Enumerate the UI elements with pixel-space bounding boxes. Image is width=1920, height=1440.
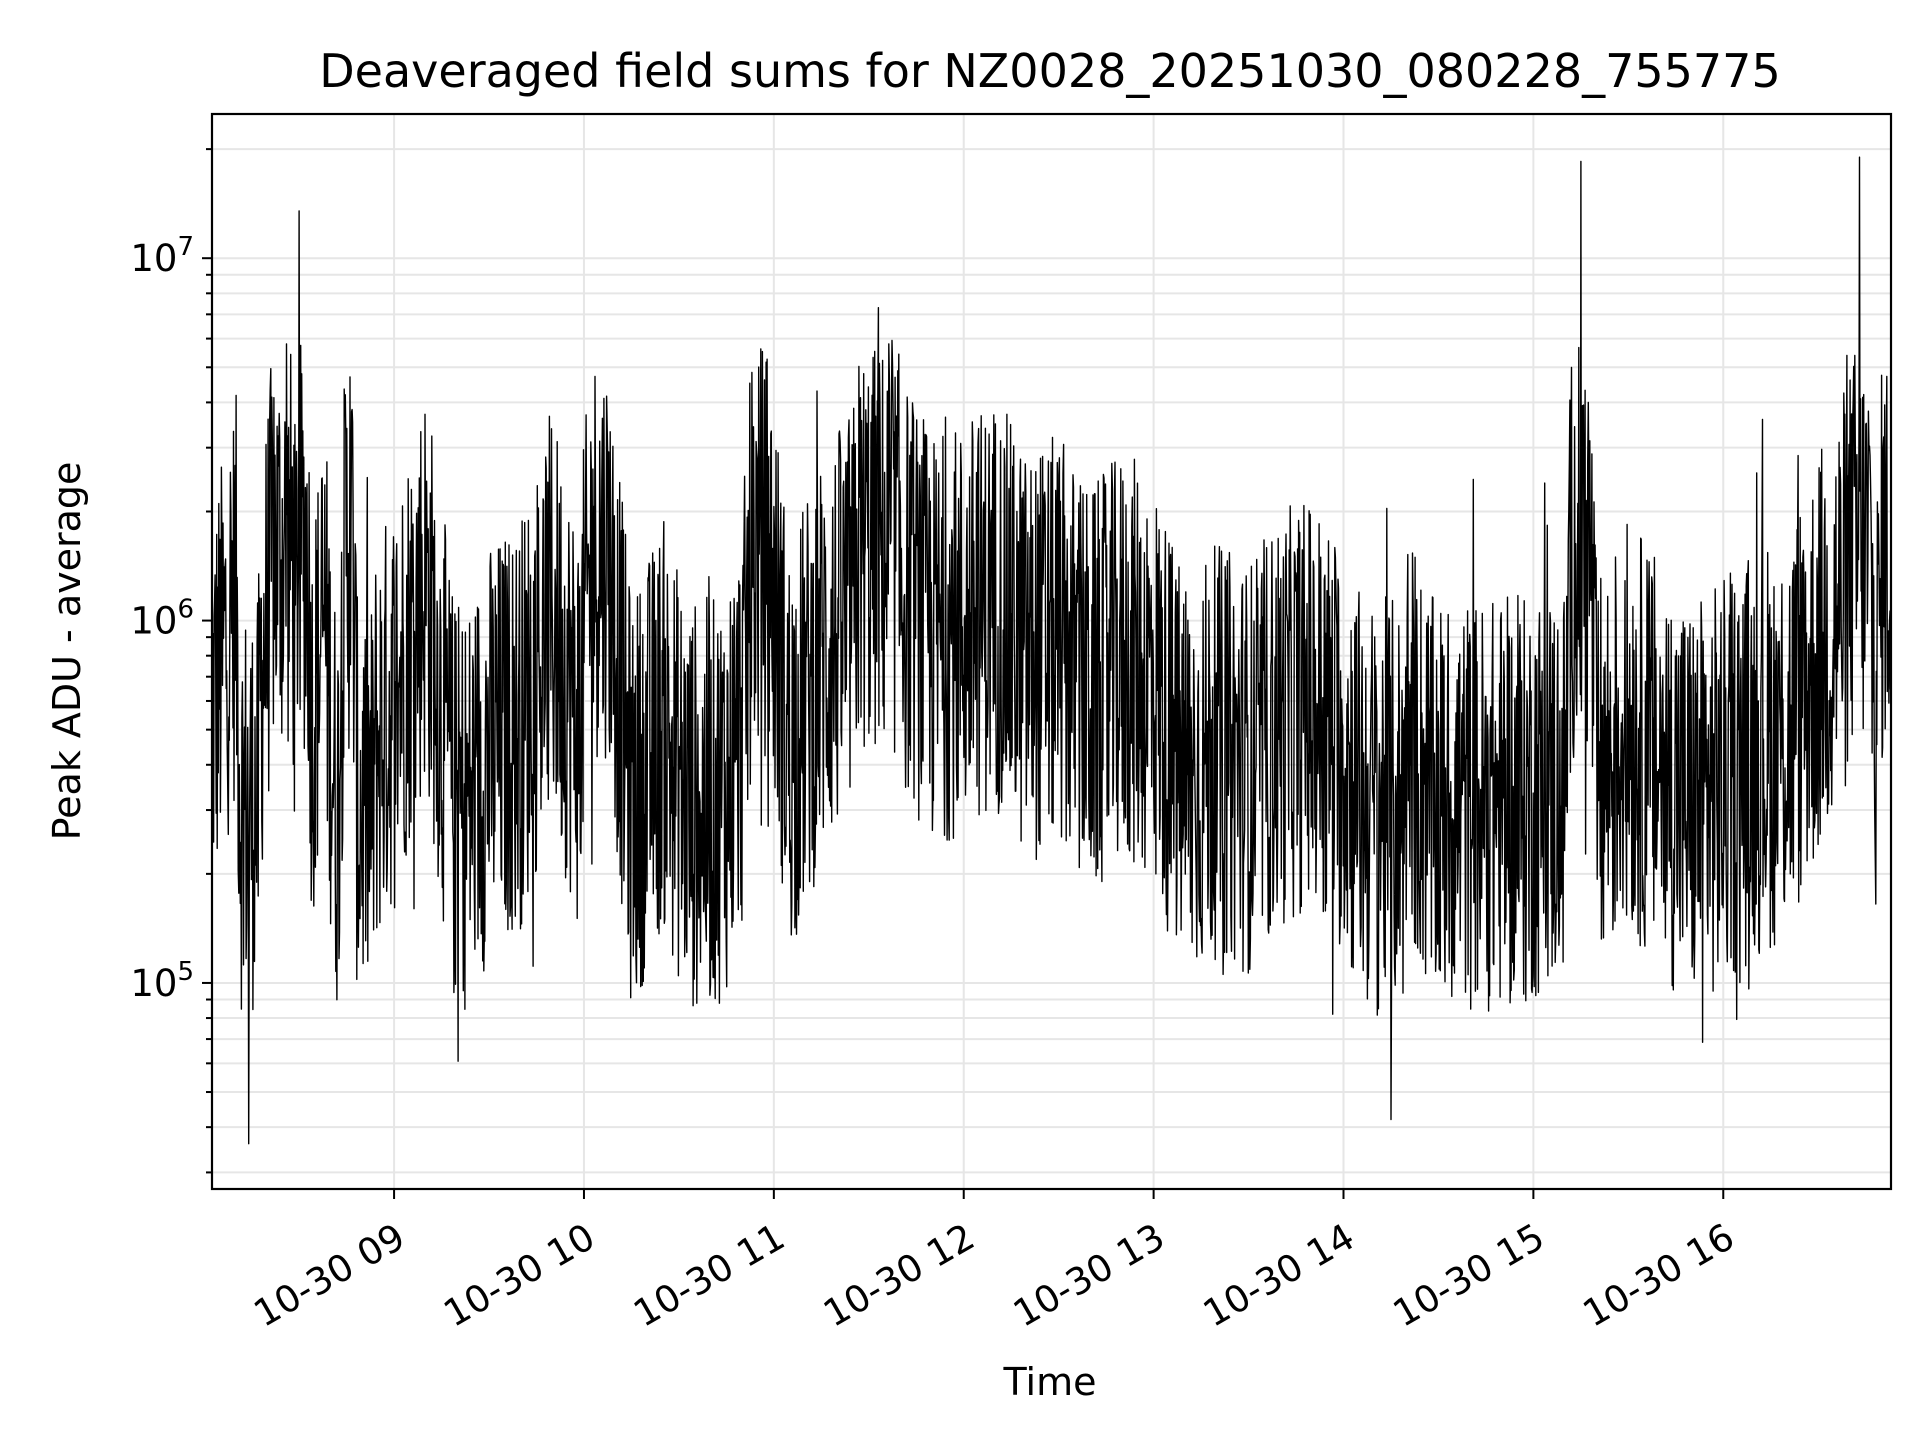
y-tick-label: 105 — [130, 957, 194, 1005]
x-tick-label: 10-30 15 — [1386, 1215, 1552, 1335]
x-axis: 10-30 09 10-30 10 10-30 11 10-30 12 10-30 13… — [247, 1189, 1742, 1336]
y-tick-label: 106 — [130, 595, 194, 643]
series-line — [211, 156, 1892, 1145]
x-tick-label: 10-30 11 — [626, 1215, 792, 1335]
x-tick-label: 10-30 10 — [436, 1215, 602, 1335]
x-tick-label: 10-30 09 — [247, 1215, 413, 1335]
chart-title: Deaveraged field sums for NZ0028_2025103… — [319, 44, 1780, 98]
x-tick-label: 10-30 14 — [1196, 1215, 1362, 1335]
y-tick-label: 107 — [130, 232, 194, 280]
x-axis-label: Time — [1003, 1360, 1097, 1404]
x-tick-label: 10-30 13 — [1006, 1215, 1172, 1335]
x-tick-label: 10-30 16 — [1576, 1215, 1742, 1335]
y-axis-label: Peak ADU - average — [45, 462, 89, 841]
y-axis: 105 106 107 — [130, 148, 212, 1174]
plot-frame — [210, 112, 1893, 1191]
series-line-layer — [211, 156, 1892, 1145]
x-tick-label: 10-30 12 — [816, 1215, 982, 1335]
